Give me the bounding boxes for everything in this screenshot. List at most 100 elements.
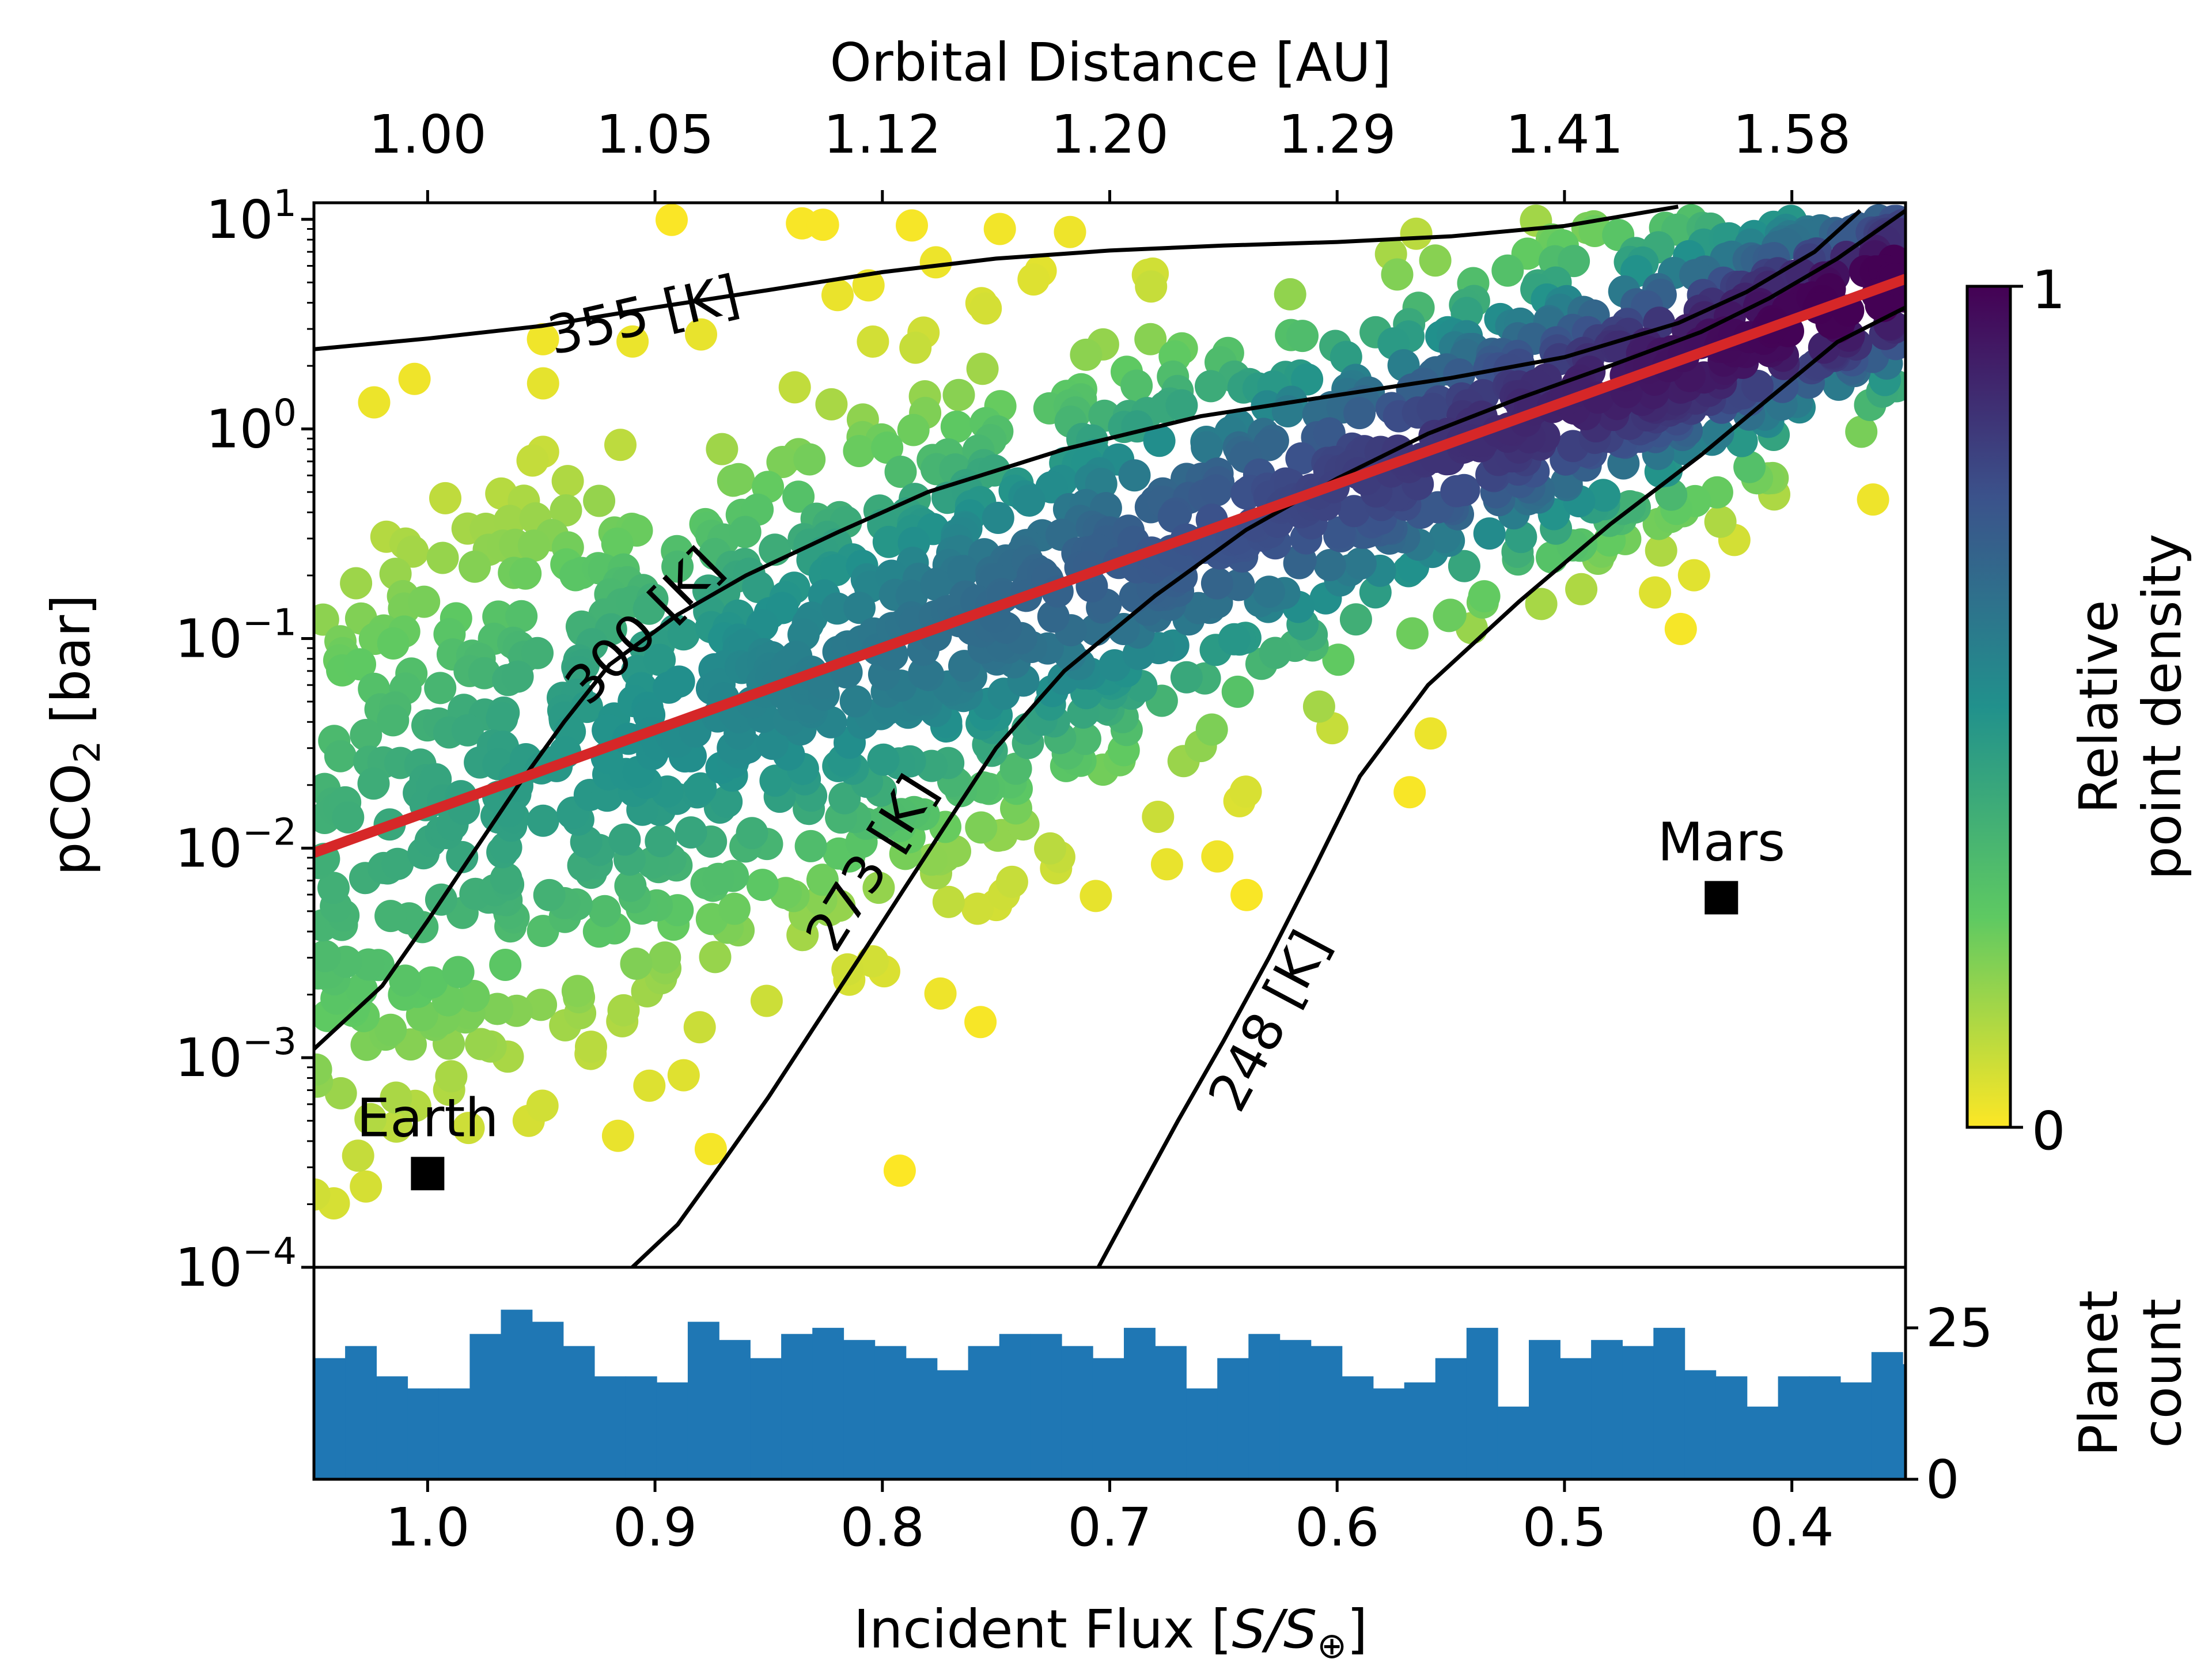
scatter-point (377, 627, 410, 660)
scatter-point (766, 446, 799, 478)
scatter-point (702, 862, 735, 895)
histogram-bar (687, 1321, 719, 1479)
histogram-bar (1061, 1346, 1093, 1479)
top-tick-label: 1.41 (1506, 104, 1624, 165)
scatter-point (1135, 270, 1168, 303)
scatter-point (398, 362, 431, 395)
histogram-bar (937, 1370, 969, 1479)
scatter-point (490, 862, 522, 895)
scatter-point (1221, 675, 1254, 708)
scatter-point (862, 872, 895, 904)
scatter-point (1195, 713, 1228, 746)
histogram-bar (501, 1309, 533, 1479)
scatter-point (561, 975, 594, 1007)
scatter-point (867, 743, 900, 776)
scatter-point (1344, 547, 1377, 580)
temperature-contours (314, 204, 1906, 1267)
scatter-point (778, 371, 811, 404)
scatter-point (983, 213, 1016, 245)
scatter-point (381, 847, 414, 880)
scatter-point (966, 353, 999, 385)
histogram-bar (906, 1358, 938, 1479)
scatter-point (710, 785, 743, 818)
histogram-bar (1653, 1328, 1685, 1479)
contour-355K (314, 204, 1679, 351)
histogram-bar (563, 1346, 595, 1479)
histogram-bar (594, 1376, 626, 1479)
scatter-point (614, 869, 647, 902)
scatter-point (1381, 258, 1414, 291)
scatter-point (857, 325, 889, 358)
contour-label: 248 [K] (1196, 921, 1342, 1121)
scatter-point (607, 994, 640, 1027)
scatter-point (446, 840, 479, 873)
scatter-point (415, 966, 448, 999)
histogram-bar (345, 1346, 377, 1479)
scatter-point (1017, 263, 1050, 296)
scatter-point (358, 386, 391, 419)
scatter-point (396, 535, 429, 568)
scatter-point (656, 203, 688, 236)
scatter-point (661, 550, 694, 583)
scatter-point (1704, 505, 1737, 538)
scatter-point (806, 209, 839, 241)
x-tick-label: 0.6 (1295, 1497, 1379, 1558)
scatter-point (1142, 801, 1175, 833)
histogram-ticks: 0 25 (1906, 1297, 1993, 1510)
scatter-point (575, 1031, 607, 1063)
histogram-tick-label: 0 (1926, 1449, 1960, 1510)
histogram-bar (656, 1382, 688, 1479)
histogram-bar (781, 1334, 813, 1479)
scatter-point (947, 555, 980, 588)
scatter-point (1343, 397, 1376, 430)
scatter-point (961, 892, 994, 925)
contour-300K (314, 209, 1862, 1051)
histogram-bar (1529, 1340, 1560, 1479)
scatter-point (1313, 549, 1346, 581)
histogram-bar (1466, 1328, 1498, 1479)
scatter-point (736, 817, 768, 850)
scatter-point (874, 800, 907, 832)
scatter-point (839, 685, 872, 718)
histogram-bar (1404, 1382, 1436, 1479)
scatter-point (1229, 775, 1262, 808)
planet-marker-earth (411, 1157, 445, 1191)
scatter-point (1143, 425, 1176, 457)
histogram-bar (1124, 1328, 1156, 1479)
x-tick-label: 0.9 (613, 1497, 697, 1558)
histogram-bar (1497, 1406, 1529, 1479)
scatter-point (1313, 417, 1346, 450)
scatter-point (794, 830, 827, 862)
histogram-bar (1310, 1346, 1343, 1479)
scatter-point (683, 1011, 716, 1044)
histogram-bar (1155, 1346, 1187, 1479)
scatter-point (782, 480, 815, 513)
scatter-point (380, 1110, 412, 1143)
scatter-point (1448, 550, 1480, 582)
colorbar-max-label: 1 (2032, 259, 2066, 321)
scatter-point (1069, 722, 1101, 755)
y-tick-label: 10−4 (175, 1230, 297, 1298)
scatter-point (643, 643, 676, 676)
scatter-point (429, 482, 461, 514)
scatter-point (1677, 559, 1710, 592)
scatter-point (884, 456, 917, 488)
histogram-bar (1778, 1376, 1810, 1479)
fit-line (314, 274, 1906, 858)
histogram-bar (1342, 1376, 1374, 1479)
scatter-point (1322, 643, 1355, 676)
scatter-point (1080, 880, 1112, 912)
scatter-point (516, 444, 549, 477)
scatter-point (340, 567, 373, 600)
scatter-point (932, 885, 965, 918)
scatter-point (872, 525, 905, 558)
x-tick-label: 0.4 (1749, 1497, 1834, 1558)
scatter-point (1664, 612, 1697, 645)
scatter-point (620, 948, 653, 980)
scatter-point (684, 772, 717, 805)
top-axis-title: Orbital Distance [AU] (830, 32, 1391, 93)
scatter-point (435, 1060, 468, 1093)
fit-line (314, 274, 1906, 858)
histogram-bar (812, 1328, 844, 1479)
colorbar-label-line2: point density (2131, 533, 2193, 880)
